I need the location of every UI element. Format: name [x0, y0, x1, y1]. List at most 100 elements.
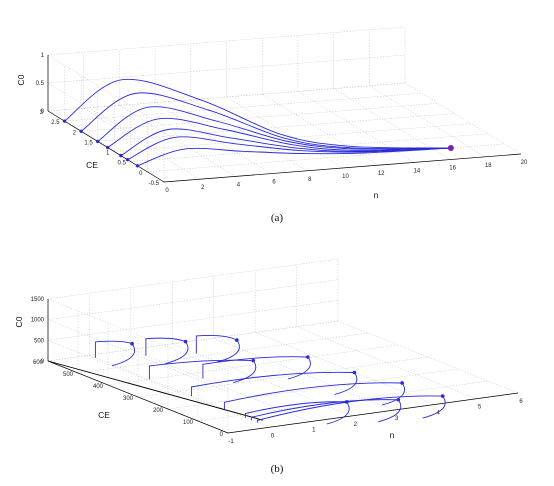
start-point-marker: [125, 157, 130, 162]
series-curve: [250, 399, 402, 423]
y-tick-label: 300: [123, 396, 134, 402]
series-curve: [244, 401, 350, 425]
z-tick-label: 500: [34, 338, 45, 344]
back-wall-gridline-z: [47, 54, 406, 84]
z-axis-label: C0: [16, 74, 26, 85]
floor-gridline-x: [226, 96, 343, 169]
start-point-marker: [105, 145, 110, 150]
back-wall-gridline-z: [47, 258, 339, 300]
y-axis-line: [47, 360, 229, 434]
y-tick-label: 2: [73, 130, 77, 136]
x-tick-label: 5: [478, 405, 482, 411]
diagonal-line: [47, 360, 263, 421]
start-point-marker: [135, 164, 140, 168]
tip-point-marker: [183, 339, 188, 344]
x-tick-label: 8: [308, 177, 312, 183]
z-axis-label: C0: [14, 316, 24, 327]
z-tick-label: 1500: [31, 297, 45, 303]
tip-point-marker: [235, 338, 239, 342]
floor-gridline-x: [369, 85, 486, 158]
caption-a: (a): [271, 212, 284, 224]
back-wall-gridline-z: [47, 320, 339, 362]
floor-gridline-x: [296, 326, 477, 399]
start-point-marker: [62, 119, 67, 123]
tip-point-marker: [130, 341, 134, 346]
y-tick-label: 2.5: [51, 120, 60, 126]
y-tick-label: 3: [40, 110, 44, 116]
y-tick-label: -0.5: [149, 181, 160, 187]
x-axis-line: [163, 153, 522, 183]
panel-a-3d-chart: 0 2 4 6 8 10 12 14 16 18 20-0.500.511.522.5300.51n…: [16, 26, 528, 200]
y-tick-label: 0: [139, 171, 143, 177]
series-curve: [80, 92, 451, 150]
floor-gridline-x: [337, 320, 519, 394]
x-tick-label: 14: [414, 168, 421, 174]
series-curve: [64, 78, 451, 149]
series-curve: [137, 147, 451, 167]
side-wall-gridline-z: [47, 82, 165, 155]
z-tick-label: 0: [41, 109, 45, 115]
floor-gridline-y: [81, 103, 439, 132]
y-tick-label: 400: [93, 384, 104, 390]
x-tick-label: 2: [354, 422, 358, 428]
x-tick-label: -1: [228, 439, 234, 445]
floor-gridline-x: [119, 105, 236, 177]
back-wall-gridline-z: [47, 82, 406, 112]
y-tick-label: 0: [220, 432, 224, 438]
tip-point-marker: [251, 358, 256, 363]
y-tick-label: 1.5: [84, 140, 93, 146]
floor-gridline-y: [137, 356, 429, 398]
y-tick-label: 600: [33, 360, 44, 366]
back-wall-gridline-z: [47, 26, 406, 56]
floor-gridline-y: [130, 133, 488, 162]
z-tick-label: 0: [41, 359, 45, 365]
floor-gridline-y: [97, 113, 455, 142]
floor-gridline-x: [404, 82, 522, 155]
end-point-marker: [447, 145, 454, 152]
series-curve: [148, 359, 257, 384]
y-tick-label: 500: [63, 372, 74, 378]
tip-point-marker: [440, 394, 445, 398]
x-axis-line: [227, 392, 519, 434]
y-axis-label: CE: [98, 410, 110, 420]
series-curve: [127, 136, 451, 161]
x-tick-label: 0: [271, 433, 275, 439]
x-tick-label: 6: [272, 180, 276, 186]
start-point-marker: [119, 153, 123, 158]
floor-gridline-x: [83, 107, 200, 180]
x-tick-label: 4: [436, 410, 440, 416]
back-wall-gridline-z: [47, 279, 339, 320]
floor-gridline-y: [147, 143, 505, 173]
x-tick-label: 1: [312, 428, 316, 434]
y-tick-label: 1: [106, 151, 110, 157]
start-point-marker: [79, 129, 83, 133]
tip-point-marker: [400, 381, 404, 385]
x-tick-label: 18: [485, 163, 492, 169]
x-tick-label: 20: [521, 160, 528, 166]
series-curve: [202, 356, 311, 380]
x-axis-label: n: [390, 430, 395, 440]
y-tick-label: 100: [183, 420, 194, 426]
panel-b-3d-chart: -101234560100200300400500600050010001500…: [14, 258, 523, 445]
floor-gridline-x: [255, 332, 436, 405]
y-axis-line: [47, 110, 165, 183]
x-tick-label: 16: [449, 166, 456, 172]
back-wall-gridline-z: [47, 300, 339, 341]
floor-gridline-y: [64, 92, 422, 122]
floor-gridline-x: [154, 102, 272, 174]
x-axis-label: n: [374, 190, 379, 200]
tip-point-marker: [306, 355, 310, 359]
y-tick-label: 200: [153, 408, 164, 414]
side-wall-gridline-z: [47, 319, 229, 392]
x-tick-label: 10: [342, 174, 349, 180]
x-tick-label: 6: [519, 399, 523, 405]
side-wall-gridline-z: [47, 54, 165, 127]
y-axis-label: CE: [86, 160, 98, 170]
series-curve: [120, 128, 451, 156]
z-tick-label: 1: [41, 53, 45, 59]
x-tick-label: 4: [237, 182, 241, 188]
series-curve: [145, 337, 189, 365]
x-tick-label: 2: [201, 185, 205, 191]
series-curve: [256, 395, 446, 423]
